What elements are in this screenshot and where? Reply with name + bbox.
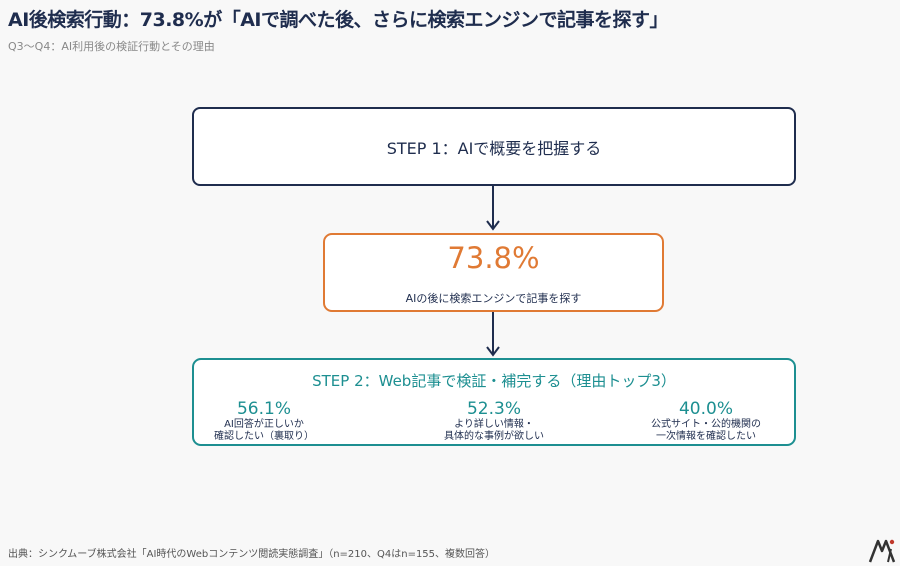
reason-item: 56.1% AI回答が正しいか 確認したい（裏取り） xyxy=(179,400,349,443)
reason-value: 56.1% xyxy=(236,399,291,419)
page-subtitle: Q3〜Q4：AI利用後の検証行動とその理由 xyxy=(8,40,215,53)
result-box: 73.8% AIの後に検索エンジンで記事を探す xyxy=(323,233,664,312)
reason-value: 52.3% xyxy=(466,399,521,419)
reason-item: 40.0% 公式サイト・公的機関の 一次情報を確認したい xyxy=(621,400,791,443)
reason-value: 40.0% xyxy=(678,399,733,419)
reason-item: 52.3% より詳しい情報・ 具体的な事例が欲しい xyxy=(409,400,579,443)
result-description: AIの後に検索エンジンで記事を探す xyxy=(405,292,582,305)
reason-label: AI回答が正しいか 確認したい（裏取り） xyxy=(214,419,314,442)
arrow-down-icon xyxy=(486,186,500,231)
reason-label: 公式サイト・公的機関の 一次情報を確認したい xyxy=(651,419,761,442)
page-title: AI後検索行動：73.8%が「AIで調べた後、さらに検索エンジンで記事を探す」 xyxy=(8,9,668,31)
source-footnote: 出典：シンクムーブ株式会社「AI時代のWebコンテンツ閲読実態調査」（n=210… xyxy=(8,549,496,560)
itmedia-logo-icon xyxy=(868,539,896,563)
step1-label: STEP 1：AIで概要を把握する xyxy=(386,138,602,158)
arrow-down-icon xyxy=(486,312,500,357)
reason-label: より詳しい情報・ 具体的な事例が欲しい xyxy=(444,419,544,442)
step2-box: STEP 2：Web記事で検証・補完する（理由トップ3） 56.1% AI回答が… xyxy=(192,358,796,446)
step2-label: STEP 2：Web記事で検証・補完する（理由トップ3） xyxy=(312,372,676,390)
result-percentage: 73.8% xyxy=(447,241,540,275)
step1-box: STEP 1：AIで概要を把握する xyxy=(192,107,796,186)
